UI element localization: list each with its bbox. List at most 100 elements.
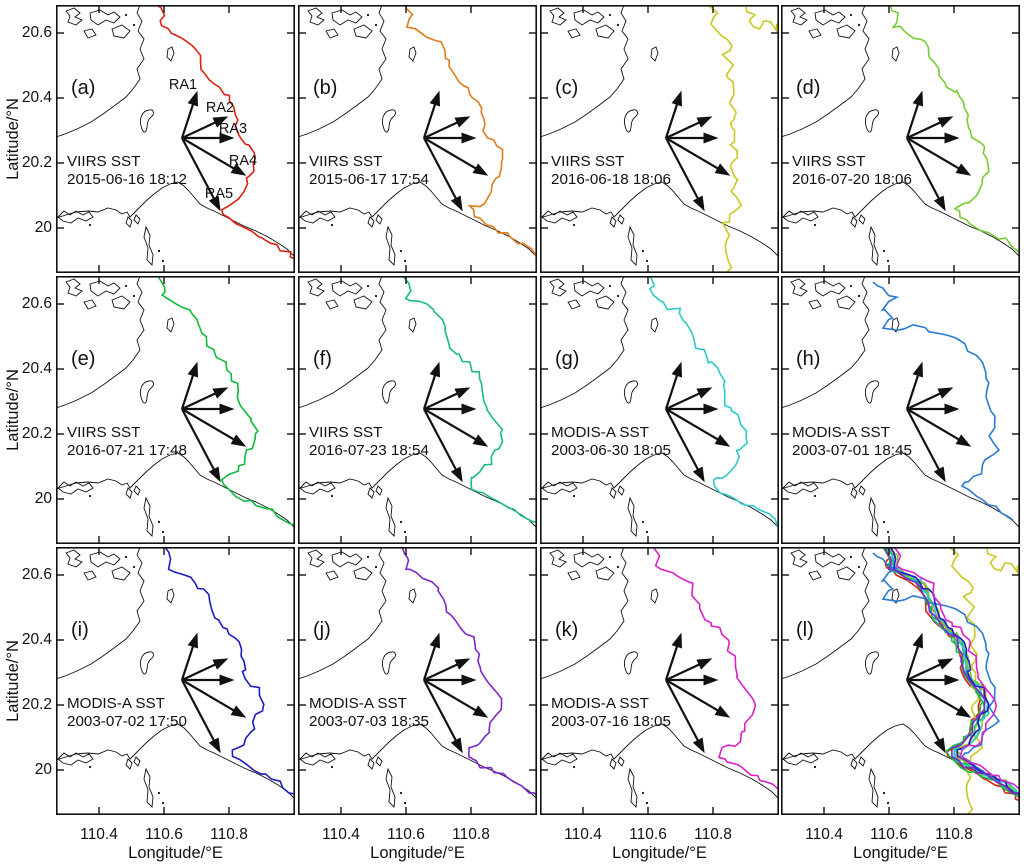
- panel-label: (j): [313, 619, 331, 641]
- axis-ticks: [299, 277, 536, 543]
- y-tick-label: 20: [34, 490, 52, 507]
- y-tick-label: 20.6: [21, 295, 52, 312]
- x-tick-label: 110.6: [629, 826, 667, 843]
- map-panel-l: (l): [781, 547, 1020, 815]
- x-tick-label: 110.6: [387, 826, 425, 843]
- panel-border: [540, 547, 779, 815]
- map-panel-j: (j) MODIS-A SST 2003-07-03 18:35: [298, 547, 537, 815]
- x-tick-label: 110.8: [452, 826, 490, 843]
- panel-label: (c): [555, 77, 578, 99]
- datetime-label: 2015-06-17 17:54: [309, 171, 429, 188]
- coastline: [298, 276, 537, 537]
- coastline: [56, 276, 295, 537]
- x-tick-label: 110.4: [805, 826, 843, 843]
- sst-front-contour: [889, 547, 1020, 795]
- coastline: [298, 5, 537, 266]
- panel-border: [781, 5, 1020, 273]
- axis-ticks: [541, 6, 778, 272]
- map-panel-e: (e) VIIRS SST 2016-07-21 17:48: [56, 276, 295, 544]
- panel-border: [298, 547, 537, 815]
- panel-border: [781, 276, 1020, 544]
- ray-label-ra5: RA5: [205, 186, 233, 202]
- axis-ticks: [299, 548, 536, 814]
- satellite-label: MODIS-A SST: [309, 695, 407, 712]
- ray-arrows: [422, 632, 489, 754]
- axis-ticks: [299, 6, 536, 272]
- sst-front-contour-fragment: [745, 6, 779, 33]
- sst-front-contour: [653, 547, 779, 791]
- sst-front-contour: [157, 276, 295, 530]
- map-panel-f: (f) VIIRS SST 2016-07-23 18:54: [298, 276, 537, 544]
- ray-arrows: [180, 361, 247, 483]
- sst-front-contour: [164, 547, 295, 795]
- coastline: [56, 5, 295, 266]
- sst-front-contour: [881, 547, 1020, 802]
- y-tick-label: 20.2: [21, 425, 52, 442]
- datetime-label: 2003-07-16 18:05: [551, 713, 671, 730]
- x-axis-title: Longitude/°E: [128, 844, 223, 862]
- sst-front-contour: [401, 547, 537, 797]
- panel-border: [56, 276, 295, 544]
- axis-ticks: [57, 548, 294, 814]
- panel-border: [56, 5, 295, 273]
- sst-front-contour: [894, 547, 1020, 791]
- panel-label: (l): [796, 619, 814, 641]
- satellite-label: MODIS-A SST: [67, 695, 165, 712]
- panel-label: (f): [313, 348, 332, 370]
- map-panel-a: (a) VIIRS SST 2015-06-16 18:12 RA1 RA2 RA3 RA4…: [56, 5, 295, 273]
- panel-label: (h): [796, 348, 820, 370]
- sst-front-contour: [647, 276, 779, 529]
- coastline: [781, 276, 1020, 537]
- datetime-label: 2003-07-03 18:35: [309, 713, 429, 730]
- satellite-label: VIIRS SST: [67, 424, 140, 441]
- panel-border: [540, 5, 779, 273]
- panel-border: [298, 5, 537, 273]
- coastline: [540, 547, 779, 808]
- ray-arrows: [664, 90, 731, 212]
- panel-border: [540, 276, 779, 544]
- y-axis-title: Latitude/°N: [4, 369, 22, 451]
- ray-arrows: [664, 361, 731, 483]
- satellite-label: MODIS-A SST: [792, 424, 890, 441]
- y-tick-label: 20.2: [21, 696, 52, 713]
- sst-front-contour: [156, 5, 295, 260]
- satellite-label: VIIRS SST: [309, 153, 382, 170]
- ray-arrows: [905, 90, 972, 212]
- map-panel-i: (i) MODIS-A SST 2003-07-02 17:50: [56, 547, 295, 815]
- satellite-label: VIIRS SST: [551, 153, 624, 170]
- ray-arrows: [422, 90, 489, 212]
- satellite-label: MODIS-A SST: [551, 695, 649, 712]
- map-panel-g: (g) MODIS-A SST 2003-06-30 18:05: [540, 276, 779, 544]
- axis-ticks: [782, 6, 1019, 272]
- axis-ticks: [782, 277, 1019, 543]
- y-tick-label: 20: [34, 219, 52, 236]
- x-axis-title: Longitude/°E: [612, 844, 707, 862]
- y-tick-label: 20.4: [21, 631, 52, 648]
- ray-label-ra3: RA3: [219, 121, 247, 137]
- satellite-label: VIIRS SST: [67, 153, 140, 170]
- coastline: [540, 276, 779, 537]
- sst-front-contour: [707, 5, 743, 273]
- sst-front-contour: [890, 5, 1020, 254]
- ray-label-ra1: RA1: [169, 77, 197, 93]
- sst-front-contour: [884, 547, 1020, 797]
- axis-ticks: [541, 548, 778, 814]
- panel-label: (e): [71, 348, 95, 370]
- x-tick-label: 110.4: [564, 826, 602, 843]
- ray-label-ra4: RA4: [229, 153, 257, 169]
- datetime-label: 2003-07-01 18:45: [792, 442, 912, 459]
- panel-border: [56, 547, 295, 815]
- x-tick-label: 110.8: [935, 826, 973, 843]
- coastline: [781, 547, 1020, 808]
- y-tick-label: 20.4: [21, 89, 52, 106]
- axis-ticks: [541, 277, 778, 543]
- panel-border: [781, 547, 1020, 815]
- coastline: [298, 547, 537, 808]
- panel-label: (d): [796, 77, 820, 99]
- panel-label: (g): [555, 348, 579, 370]
- datetime-label: 2003-06-30 18:05: [551, 442, 671, 459]
- map-panel-c: (c) VIIRS SST 2016-06-18 18:06: [540, 5, 779, 273]
- coastline: [781, 5, 1020, 266]
- x-tick-label: 110.4: [80, 826, 118, 843]
